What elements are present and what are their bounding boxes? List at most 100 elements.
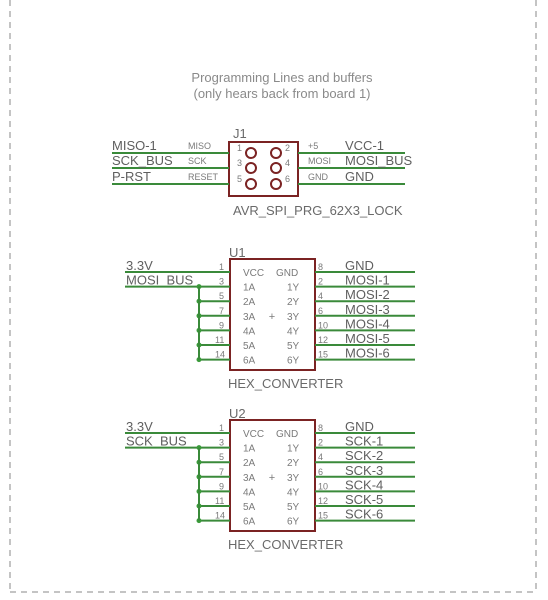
u1-in-num-3: 3 bbox=[219, 277, 224, 287]
j1-pin-num-4: 4 bbox=[285, 158, 290, 168]
u1-in-num-14: 14 bbox=[215, 350, 225, 360]
j1-pin-num-5: 5 bbox=[237, 174, 242, 184]
j1-pin-pad-6 bbox=[270, 178, 282, 190]
u1-out-name-4Y: 4Y bbox=[287, 326, 300, 337]
j1-pin-name-3: SCK bbox=[188, 156, 207, 166]
j1-pin-pad-4 bbox=[270, 162, 282, 174]
j1-pin-pad-2 bbox=[270, 147, 282, 159]
u1-vcc-pin-name: VCC bbox=[243, 268, 264, 279]
u1-in-num-5: 5 bbox=[219, 291, 224, 301]
u2-out-net-sck-5: SCK-5 bbox=[345, 492, 383, 507]
note-subtitle: (only hears back from board 1) bbox=[193, 86, 370, 101]
u1-in-name-3A: 3A bbox=[243, 312, 256, 323]
u1-vcc-net: 3.3V bbox=[126, 258, 153, 273]
u2-gnd-pin-name: GND bbox=[276, 429, 298, 440]
j1-pin-name-2: +5 bbox=[308, 141, 318, 151]
u1-out-name-2Y: 2Y bbox=[287, 297, 300, 308]
j1-ref: J1 bbox=[233, 126, 247, 141]
u2-in-name-4A: 4A bbox=[243, 487, 256, 498]
j1-net-label-p-rst: P-RST bbox=[112, 169, 151, 184]
u2-in-name-1A: 1A bbox=[243, 444, 256, 455]
u2-out-num-12: 12 bbox=[318, 496, 328, 506]
j1-net-label-sck_bus: SCK_BUS bbox=[112, 153, 173, 168]
u2-out-name-6Y: 6Y bbox=[287, 517, 300, 528]
j1-pin-pad-5 bbox=[245, 178, 257, 190]
u2-out-num-2: 2 bbox=[318, 438, 323, 448]
u1-center-mark: + bbox=[269, 311, 275, 323]
ic-u1[interactable]: U1 HEX_CONVERTER bbox=[228, 245, 343, 391]
u1-out-net-mosi-4: MOSI-4 bbox=[345, 316, 390, 331]
u2-out-net-sck-2: SCK-2 bbox=[345, 448, 383, 463]
u1-in-name-1A: 1A bbox=[243, 283, 256, 294]
u2-out-net-sck-1: SCK-1 bbox=[345, 434, 383, 449]
u1-in-name-2A: 2A bbox=[243, 297, 256, 308]
u2-in-num-9: 9 bbox=[219, 481, 224, 491]
u1-out-num-15: 15 bbox=[318, 350, 328, 360]
u2-in-num-7: 7 bbox=[219, 467, 224, 477]
u1-gnd-num: 8 bbox=[318, 262, 323, 272]
u2-gnd-net: GND bbox=[345, 419, 374, 434]
u1-out-name-3Y: 3Y bbox=[287, 312, 300, 323]
u2-value: HEX_CONVERTER bbox=[228, 537, 343, 552]
u1-vcc-num: 1 bbox=[219, 262, 224, 272]
u1-out-net-mosi-2: MOSI-2 bbox=[345, 287, 390, 302]
j1-net-label-mosi_bus: MOSI_BUS bbox=[345, 153, 413, 168]
j1-net-label-miso-1: MISO-1 bbox=[112, 138, 157, 153]
u2-out-num-6: 6 bbox=[318, 467, 323, 477]
u1-out-net-mosi-5: MOSI-5 bbox=[345, 331, 390, 346]
u2-out-name-2Y: 2Y bbox=[287, 458, 300, 469]
u2-gnd-num: 8 bbox=[318, 423, 323, 433]
u2-in-num-3: 3 bbox=[219, 438, 224, 448]
j1-net-label-vcc-1: VCC-1 bbox=[345, 138, 384, 153]
u2-in-net-label: SCK_BUS bbox=[126, 434, 187, 449]
u1-in-name-6A: 6A bbox=[243, 356, 256, 367]
u1-in-num-7: 7 bbox=[219, 306, 224, 316]
u1-out-num-12: 12 bbox=[318, 335, 328, 345]
u2-in-name-2A: 2A bbox=[243, 458, 256, 469]
u1-out-num-4: 4 bbox=[318, 291, 323, 301]
u1-body bbox=[229, 258, 316, 371]
ic-u2[interactable]: U2 HEX_CONVERTER bbox=[228, 406, 343, 552]
u1-in-name-4A: 4A bbox=[243, 326, 256, 337]
u1-in-name-5A: 5A bbox=[243, 341, 256, 352]
u1-value: HEX_CONVERTER bbox=[228, 376, 343, 391]
u2-out-num-10: 10 bbox=[318, 481, 328, 491]
u2-out-net-sck-6: SCK-6 bbox=[345, 507, 383, 522]
u2-in-name-6A: 6A bbox=[243, 517, 256, 528]
u1-in-net-label: MOSI_BUS bbox=[126, 273, 194, 288]
j1-pin-name-4: MOSI bbox=[308, 156, 331, 166]
u1-out-name-5Y: 5Y bbox=[287, 341, 300, 352]
u1-in-num-9: 9 bbox=[219, 320, 224, 330]
j1-pin-name-1: MISO bbox=[188, 141, 211, 151]
u2-out-net-sck-3: SCK-3 bbox=[345, 463, 383, 478]
u2-in-name-3A: 3A bbox=[243, 473, 256, 484]
u2-out-num-15: 15 bbox=[318, 511, 328, 521]
u2-in-num-5: 5 bbox=[219, 452, 224, 462]
u2-out-num-4: 4 bbox=[318, 452, 323, 462]
u1-out-net-mosi-3: MOSI-3 bbox=[345, 302, 390, 317]
u2-body bbox=[229, 419, 316, 532]
u1-out-num-2: 2 bbox=[318, 277, 323, 287]
u1-out-num-10: 10 bbox=[318, 320, 328, 330]
u1-in-num-11: 11 bbox=[215, 335, 224, 345]
u1-gnd-net: GND bbox=[345, 258, 374, 273]
j1-net-label-gnd: GND bbox=[345, 169, 374, 184]
note-title: Programming Lines and buffers bbox=[191, 70, 373, 85]
u2-in-name-5A: 5A bbox=[243, 502, 256, 513]
u2-vcc-pin-name: VCC bbox=[243, 429, 264, 440]
j1-pin-num-1: 1 bbox=[237, 143, 242, 153]
j1-pin-pad-3 bbox=[245, 162, 257, 174]
u2-vcc-num: 1 bbox=[219, 423, 224, 433]
u1-out-net-mosi-6: MOSI-6 bbox=[345, 346, 390, 361]
u1-gnd-pin-name: GND bbox=[276, 268, 298, 279]
j1-pin-name-5: RESET bbox=[188, 172, 219, 182]
j1-value: AVR_SPI_PRG_62X3_LOCK bbox=[233, 203, 403, 218]
u2-ref: U2 bbox=[229, 406, 246, 421]
j1-pin-num-3: 3 bbox=[237, 158, 242, 168]
u2-out-name-5Y: 5Y bbox=[287, 502, 300, 513]
u2-out-name-4Y: 4Y bbox=[287, 487, 300, 498]
u1-ref: U1 bbox=[229, 245, 246, 260]
j1-pin-num-2: 2 bbox=[285, 143, 290, 153]
u2-out-name-1Y: 1Y bbox=[287, 444, 300, 455]
